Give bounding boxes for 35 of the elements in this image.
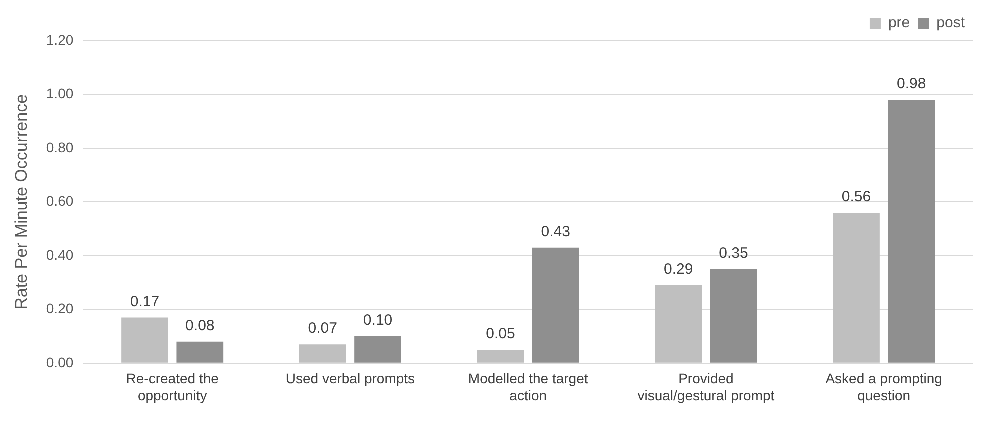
data-label: 0.35 <box>719 245 748 262</box>
data-label: 0.43 <box>541 224 570 241</box>
x-tick-label: Asked a prompting question <box>826 370 942 404</box>
y-tick-label: 0.60 <box>46 193 74 210</box>
y-tick-label: 0.20 <box>46 300 74 317</box>
legend-label: post <box>936 14 966 32</box>
x-tick-label: Provided visual/gestural prompt <box>638 370 775 404</box>
data-label: 0.07 <box>308 320 338 338</box>
y-tick-label: 0.40 <box>46 246 74 263</box>
data-label: 0.17 <box>130 293 160 310</box>
bar <box>176 342 224 363</box>
bar <box>354 336 402 363</box>
x-tick-label: Modelled the target action <box>468 370 588 404</box>
data-label: 0.08 <box>186 318 215 335</box>
bar <box>655 285 702 363</box>
data-label: 0.98 <box>897 76 926 93</box>
y-tick-label: 1.20 <box>46 32 74 48</box>
data-label: 0.05 <box>486 326 516 343</box>
data-label: 0.56 <box>842 188 872 206</box>
data-label: 0.10 <box>363 312 393 330</box>
bar <box>532 248 580 363</box>
bar <box>122 318 168 363</box>
bar <box>888 100 936 363</box>
y-tick-label: 0.80 <box>46 139 74 156</box>
bar <box>710 269 758 363</box>
bar <box>833 212 880 363</box>
y-tick-label: 1.00 <box>46 86 74 102</box>
y-tick-label: 0.00 <box>46 354 74 370</box>
bar <box>477 350 524 363</box>
data-label: 0.29 <box>664 261 694 278</box>
x-tick-label: Re-created the opportunity <box>126 370 220 404</box>
bar <box>299 344 346 363</box>
legend-label: pre <box>888 14 910 32</box>
y-axis-title: Rate Per Minute Occurrence <box>12 94 31 310</box>
x-tick-label: Used verbal prompts <box>286 370 416 387</box>
